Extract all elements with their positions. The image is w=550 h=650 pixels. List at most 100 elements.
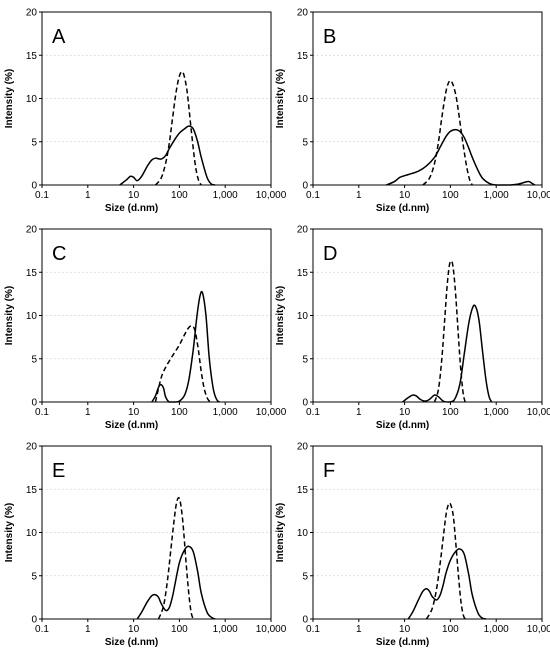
solid-series-line xyxy=(386,128,536,186)
x-tick-label: 0.1 xyxy=(35,407,49,418)
panel-a: 0 5 10 15 20 0.1 1 10 100 1,000 10,000 Size (d.nm) I… xyxy=(4,8,287,215)
plot-frame xyxy=(41,228,272,403)
dashed-series-line xyxy=(422,79,473,186)
panel-f: 0 5 10 15 20 0.1 1 10 100 1,000 10,000 Size (d.nm) I… xyxy=(275,442,550,649)
x-axis-title: Size (d.nm) xyxy=(376,420,429,431)
panel-c: 0 5 10 15 20 0.1 1 10 100 1,000 10,000 Size (d.nm) I… xyxy=(4,225,287,432)
y-tick-label: 10 xyxy=(26,311,38,322)
x-axis-title: Size (d.nm) xyxy=(105,203,158,214)
dashed-series-line xyxy=(157,497,194,620)
x-tick-label: 0.1 xyxy=(306,407,320,418)
y-tick-label: 20 xyxy=(297,225,309,236)
y-tick-label: 0 xyxy=(31,181,37,192)
x-tick-label: 1 xyxy=(356,407,362,418)
x-tick-label: 10 xyxy=(399,190,411,201)
dashed-series-line xyxy=(154,70,202,186)
x-tick-label: 1 xyxy=(85,190,91,201)
x-axis-title: Size (d.nm) xyxy=(376,637,429,648)
solid-series-line xyxy=(402,304,493,403)
x-tick-label: 1,000 xyxy=(213,407,238,418)
x-axis-title: Size (d.nm) xyxy=(376,203,429,214)
y-tick-label: 10 xyxy=(26,94,38,105)
x-tick-label: 100 xyxy=(171,624,188,635)
panel-label: B xyxy=(323,26,336,48)
y-tick-label: 15 xyxy=(26,51,38,62)
y-axis-title: Intensity (%) xyxy=(275,69,286,128)
y-tick-label: 5 xyxy=(31,354,37,365)
y-tick-label: 5 xyxy=(31,571,37,582)
y-tick-label: 20 xyxy=(297,442,309,453)
y-tick-label: 0 xyxy=(31,398,37,409)
solid-series-line xyxy=(151,290,220,403)
panel-label: D xyxy=(323,243,337,265)
x-tick-label: 1,000 xyxy=(484,407,509,418)
x-tick-label: 10,000 xyxy=(527,407,550,418)
x-tick-label: 10 xyxy=(399,624,411,635)
y-axis-title: Intensity (%) xyxy=(4,286,15,345)
y-tick-label: 5 xyxy=(31,137,37,148)
x-tick-label: 0.1 xyxy=(306,190,320,201)
x-tick-label: 100 xyxy=(442,407,459,418)
x-tick-label: 100 xyxy=(442,624,459,635)
x-tick-label: 10,000 xyxy=(256,624,287,635)
solid-series-line xyxy=(136,545,216,620)
y-tick-label: 10 xyxy=(297,311,309,322)
y-tick-label: 0 xyxy=(31,615,37,626)
y-tick-label: 5 xyxy=(302,571,308,582)
y-tick-label: 5 xyxy=(302,137,308,148)
x-tick-label: 100 xyxy=(442,190,459,201)
x-tick-label: 10 xyxy=(128,624,140,635)
dashed-series-line xyxy=(154,324,212,403)
y-tick-label: 10 xyxy=(297,528,309,539)
x-tick-label: 1,000 xyxy=(213,190,238,201)
y-axis-title: Intensity (%) xyxy=(275,503,286,562)
y-tick-label: 15 xyxy=(26,268,38,279)
y-axis-title: Intensity (%) xyxy=(4,503,15,562)
plot-frame xyxy=(312,228,543,403)
y-tick-label: 5 xyxy=(302,354,308,365)
x-tick-label: 1,000 xyxy=(213,624,238,635)
x-tick-label: 100 xyxy=(171,190,188,201)
x-tick-label: 1 xyxy=(356,624,362,635)
x-tick-label: 0.1 xyxy=(35,190,49,201)
y-tick-label: 15 xyxy=(297,268,309,279)
plot-frame xyxy=(41,11,272,186)
x-tick-label: 1 xyxy=(85,407,91,418)
y-tick-label: 0 xyxy=(302,398,308,409)
panel-label: A xyxy=(52,26,66,48)
panel-b: 0 5 10 15 20 0.1 1 10 100 1,000 10,000 Size (d.nm) I… xyxy=(275,8,550,215)
y-tick-label: 10 xyxy=(26,528,38,539)
y-tick-label: 0 xyxy=(302,615,308,626)
x-tick-label: 100 xyxy=(171,407,188,418)
x-tick-label: 10 xyxy=(128,407,140,418)
y-tick-label: 15 xyxy=(297,51,309,62)
plot-frame xyxy=(312,11,543,186)
panel-e: 0 5 10 15 20 0.1 1 10 100 1,000 10,000 Size (d.nm) I… xyxy=(4,442,287,649)
y-axis-title: Intensity (%) xyxy=(4,69,15,128)
dashed-series-line xyxy=(433,260,466,403)
x-tick-label: 10,000 xyxy=(256,190,287,201)
y-axis-title: Intensity (%) xyxy=(275,286,286,345)
x-tick-label: 1 xyxy=(356,190,362,201)
x-tick-label: 10,000 xyxy=(527,624,550,635)
x-tick-label: 10 xyxy=(128,190,140,201)
x-axis-title: Size (d.nm) xyxy=(105,420,158,431)
panel-label: C xyxy=(52,243,66,265)
panel-d: 0 5 10 15 20 0.1 1 10 100 1,000 10,000 Size (d.nm) I… xyxy=(275,225,550,432)
y-tick-label: 20 xyxy=(26,442,38,453)
x-tick-label: 1 xyxy=(85,624,91,635)
x-tick-label: 10 xyxy=(399,407,411,418)
panel-label: F xyxy=(323,460,335,482)
y-tick-label: 20 xyxy=(26,8,38,19)
x-axis-title: Size (d.nm) xyxy=(105,637,158,648)
y-tick-label: 20 xyxy=(26,225,38,236)
y-tick-label: 15 xyxy=(297,485,309,496)
x-tick-label: 1,000 xyxy=(484,190,509,201)
x-tick-label: 10,000 xyxy=(256,407,287,418)
panel-label: E xyxy=(52,460,65,482)
x-tick-label: 10,000 xyxy=(527,190,550,201)
y-tick-label: 20 xyxy=(297,8,309,19)
y-tick-label: 10 xyxy=(297,94,309,105)
x-tick-label: 1,000 xyxy=(484,624,509,635)
